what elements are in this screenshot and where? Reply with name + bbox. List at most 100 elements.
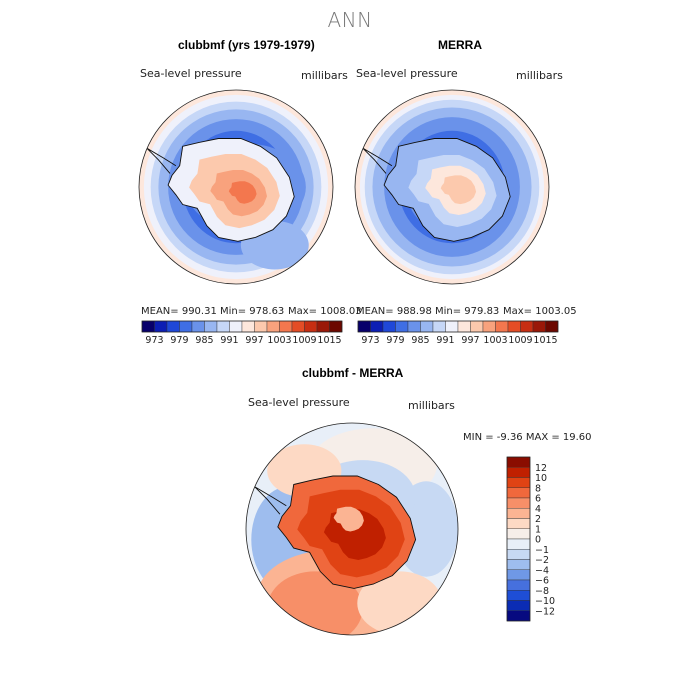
panel2-min: Min= 979.83 [435,306,500,317]
panel1-colorbar-swatch-4 [191,320,205,333]
panel2-colorbar-swatch-1 [370,320,384,333]
panel1-colorbar-swatch-11 [279,320,293,333]
panel2-colorbar-frame [357,320,559,333]
panel3-min-max: MIN = -9.36 MAX = 19.60 [463,432,592,443]
panel2-title: MERRA [438,38,482,52]
panel2-colorbar-tick-label-6: 1009 [508,335,532,346]
panel3-colorbar-tick-label-10: −4 [535,565,549,576]
panel3-colorbar-swatch-11 [506,569,531,581]
panel2-mean: MEAN= 988.98 [356,306,432,317]
panel1-colorbar-swatch-9 [254,320,268,333]
panel3-units-label: millibars [408,399,455,412]
panel1-colorbar-tick-label-6: 1009 [292,335,316,346]
panel1-colorbar-tick-label-4: 997 [245,335,263,346]
panel2-colorbar-swatch-12 [507,320,521,333]
panel1-colorbar-swatch-10 [266,320,280,333]
panel1-colorbar-swatch-12 [291,320,305,333]
panel3-colorbar-tick-label-7: 0 [535,535,541,546]
panel2-fill [355,90,549,284]
panel1-units-label: millibars [301,69,348,82]
panel2-land-3 [440,175,477,205]
panel3-colorbar-tick-label-9: −2 [535,555,549,566]
panel3-colorbar-swatch-10 [506,559,531,570]
panel1-colorbar-tick-label-1: 979 [170,335,188,346]
panel3-colorbar-tick-label-3: 6 [535,494,541,505]
panel2-colorbar-tick-label-2: 985 [411,335,429,346]
panel1-variable-label: Sea-level pressure [140,67,242,80]
panel2-colorbar-swatch-9 [470,320,484,333]
panel1-colorbar-tick-label-0: 973 [145,335,163,346]
panel2-colorbar-tick-label-7: 1015 [533,335,557,346]
panel3-colorbar-tick-label-11: −6 [535,576,549,587]
panel3-colorbar-frame [506,456,531,622]
panel1-colorbar-tick-label-5: 1003 [267,335,291,346]
panel2-colorbar-swatch-2 [382,320,396,333]
panel3-coastline [277,475,417,589]
panel3-colorbar-swatch-8 [506,538,531,550]
panel2-colorbar-swatch-14 [532,320,546,333]
panel3-title: clubbmf - MERRA [302,366,404,380]
panel3-colorbar-tick-label-14: −12 [535,606,555,617]
panel2-coastline [383,138,511,242]
panel2-colorbar: 973 979 985 991 997 1003 1009 1015 [357,320,559,346]
panel1-colorbar-swatch-14 [316,320,330,333]
panel3-colorbar-tick-label-4: 4 [535,504,541,515]
panel1-colorbar-frame [141,320,343,333]
panel1-colorbar-swatch-1 [154,320,168,333]
panel1-map [138,89,334,285]
panel3-land-3 [333,506,364,532]
panel3-colorbar-tick-label-0: 12 [535,463,547,474]
panel3-colorbar-swatch-0 [506,456,531,468]
panel1-max: Max= 1008.03 [288,306,362,317]
panel1-title: clubbmf (yrs 1979-1979) [178,38,315,52]
panel2-colorbar-swatch-11 [495,320,509,333]
panel2-map [354,89,550,285]
panel3-colorbar-swatch-4 [506,497,531,509]
panel3-colorbar-tick-label-12: −8 [535,586,549,597]
panel1-colorbar-swatch-5 [204,320,218,333]
panel3-variable-label: Sea-level pressure [248,396,350,409]
panel1-colorbar-tick-label-2: 985 [195,335,213,346]
panel2-colorbar-tick-label-1: 979 [386,335,404,346]
panel3-colorbar-swatch-14 [506,600,531,611]
panel3-border [245,422,459,636]
panel3-map [245,422,459,636]
panel3-colorbar-swatch-12 [506,579,531,591]
panel3-colorbar-tick-label-6: 1 [535,524,541,535]
panel3-colorbar-tick-label-5: 2 [535,514,541,525]
panel3-colorbar-swatch-2 [506,477,531,488]
panel2-colorbar-swatch-6 [432,320,446,333]
panel2-colorbar-swatch-10 [482,320,496,333]
panel1-colorbar-swatch-3 [179,320,193,333]
panel1-colorbar: 973 979 985 991 997 1003 1009 1015 [141,320,343,346]
panel3-colorbar-swatch-6 [506,518,531,529]
panel3-colorbar-tick-label-1: 10 [535,473,547,484]
panel2-colorbar-tick-label-5: 1003 [483,335,507,346]
panel1-min: Min= 978.63 [220,306,285,317]
panel3-colorbar-tick-label-13: −10 [535,596,555,607]
panel1-colorbar-swatch-15 [329,320,343,333]
panel3-colorbar-swatch-5 [506,508,531,519]
panel2-colorbar-swatch-0 [357,320,371,333]
panel2-colorbar-swatch-7 [445,320,459,333]
panel1-colorbar-swatch-8 [241,320,255,333]
panel2-max: Max= 1003.05 [503,306,577,317]
panel3-colorbar-tick-label-2: 8 [535,483,541,494]
panel1-land-3 [228,181,257,204]
panel2-variable-label: Sea-level pressure [356,67,458,80]
panel2-colorbar-tick-label-3: 991 [436,335,454,346]
figure-title: ANN [327,8,373,32]
panel1-border [138,89,334,285]
panel3-colorbar-swatch-3 [506,487,531,499]
panel1-mean: MEAN= 990.31 [141,306,217,317]
panel2-units-label: millibars [516,69,563,82]
panel3-fill [246,423,458,635]
panel1-coastline [167,138,295,242]
panel2-colorbar-tick-label-4: 997 [461,335,479,346]
panel1-colorbar-swatch-0 [141,320,155,333]
panel2-colorbar-swatch-13 [520,320,534,333]
panel3-colorbar-swatch-15 [506,610,531,622]
panel2-colorbar-swatch-8 [457,320,471,333]
panel1-colorbar-swatch-13 [304,320,318,333]
